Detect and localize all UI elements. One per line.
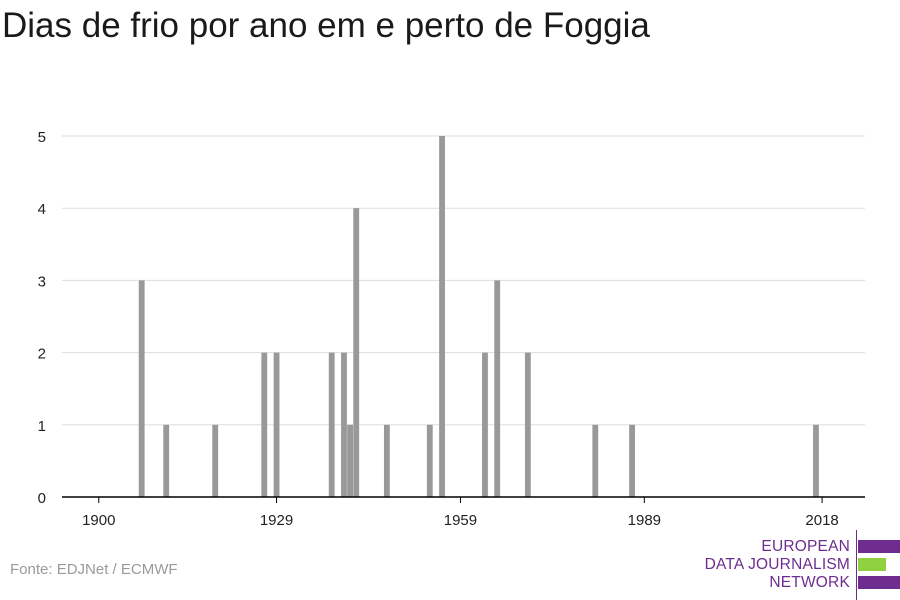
edjnet-logo: EUROPEAN DATA JOURNALISM NETWORK [700, 530, 900, 600]
y-tick-label-1: 1 [38, 418, 46, 435]
logo-text-european: EUROPEAN [761, 538, 850, 555]
bars [138, 136, 819, 497]
bar-1981 [592, 424, 599, 497]
logo-text-network: NETWORK [769, 574, 850, 591]
bar-1947 [383, 424, 390, 497]
x-tick-label-1989: 1989 [628, 512, 661, 529]
bar-1956 [439, 136, 445, 497]
x-tick-label-1959: 1959 [444, 512, 477, 529]
logo-bar-purple-bottom [858, 576, 900, 589]
chart-title: Dias de frio por ano em e perto de Foggi… [2, 6, 650, 45]
bar-1929 [273, 352, 280, 497]
bar-1927 [261, 352, 268, 497]
gridlines [62, 135, 865, 426]
bar-1963 [482, 352, 488, 497]
logo-bar-green [858, 558, 886, 571]
y-tick-label-3: 3 [38, 273, 46, 290]
bar-1940 [341, 352, 347, 497]
bar-1938 [328, 352, 335, 497]
y-tick-label-2: 2 [38, 346, 46, 363]
bar-1965 [494, 280, 501, 497]
logo-text-data-journalism: DATA JOURNALISM [704, 556, 850, 573]
y-tick-label-5: 5 [38, 129, 46, 146]
x-tick-label-1900: 1900 [82, 512, 115, 529]
x-tick-label-2018: 2018 [805, 512, 838, 529]
y-tick-label-4: 4 [38, 201, 46, 218]
logo-bar-purple-top [858, 540, 900, 553]
axes: 0 1 2 3 4 5 1900 1929 1959 1989 2018 [38, 129, 865, 529]
bar-1942 [353, 208, 360, 497]
bar-1970 [524, 352, 531, 497]
logo-divider [856, 530, 857, 600]
bar-1941 [347, 424, 354, 497]
bar-1911 [163, 424, 170, 497]
source-note: Fonte: EDJNet / ECMWF [10, 561, 178, 578]
bar-1919 [212, 424, 219, 497]
x-tick-label-1929: 1929 [260, 512, 293, 529]
y-tick-label-0: 0 [38, 490, 46, 507]
bar-1954 [426, 424, 433, 497]
bar-2017 [813, 424, 819, 497]
bar-1907 [138, 280, 145, 497]
bar-1987 [629, 424, 635, 497]
